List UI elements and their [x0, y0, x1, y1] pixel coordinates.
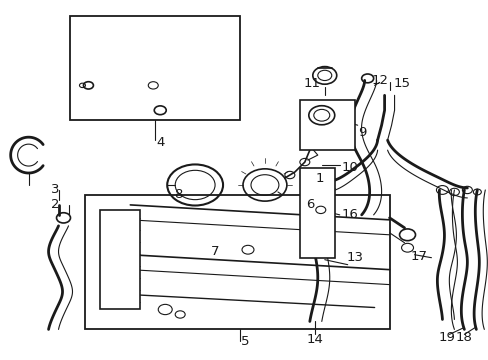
Text: 7: 7 [210, 245, 219, 258]
Bar [299, 100, 354, 150]
Text: 4: 4 [156, 136, 164, 149]
Text: 14: 14 [306, 333, 323, 346]
Text: 9: 9 [358, 126, 366, 139]
Text: 11: 11 [303, 77, 320, 90]
Text: 13: 13 [346, 251, 363, 264]
Text: 1: 1 [315, 171, 324, 185]
Text: 3: 3 [51, 184, 60, 197]
Text: 12: 12 [370, 74, 387, 87]
Text: 5: 5 [240, 335, 249, 348]
Text: 6: 6 [305, 198, 313, 211]
Bar [85, 195, 389, 329]
Text: 8: 8 [174, 188, 182, 202]
Text: 19: 19 [438, 331, 455, 344]
Text: 10: 10 [341, 161, 357, 174]
Bar [299, 168, 334, 258]
Text: 15: 15 [393, 77, 410, 90]
Bar [70, 15, 240, 120]
Bar [100, 210, 140, 310]
Text: 16: 16 [341, 208, 357, 221]
Text: 2: 2 [51, 198, 60, 211]
Text: 17: 17 [410, 250, 427, 263]
Text: 18: 18 [455, 331, 472, 344]
